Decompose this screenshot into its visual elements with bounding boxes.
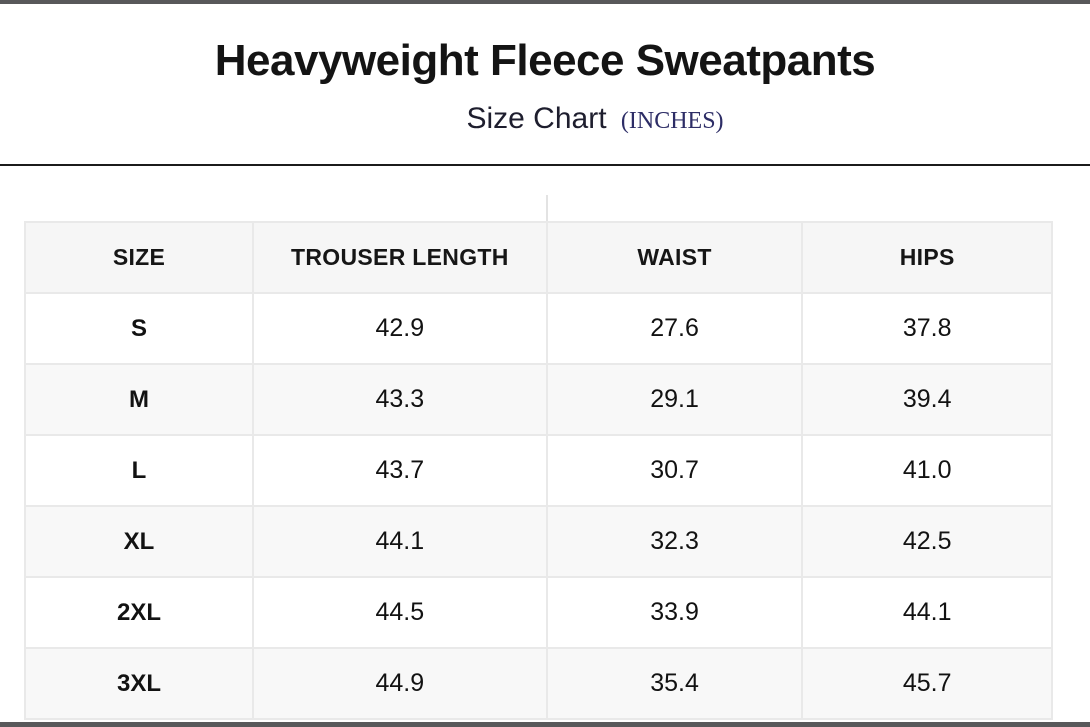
- value-cell: 45.7: [801, 647, 1053, 720]
- column-header-size: SIZE: [24, 221, 254, 294]
- chart-subtitle: Size Chart (INCHES): [50, 102, 1090, 136]
- size-cell: XL: [24, 505, 254, 578]
- column-header-hips: HIPS: [801, 221, 1053, 294]
- value-cell: 37.8: [801, 292, 1053, 365]
- table-row: S 42.9 27.6 37.8: [24, 292, 1053, 365]
- value-cell: 35.4: [545, 647, 804, 720]
- value-cell: 32.3: [545, 505, 804, 578]
- size-cell: M: [24, 363, 254, 436]
- header-divider: [0, 164, 1090, 166]
- value-cell: 44.9: [251, 647, 548, 720]
- size-cell: S: [24, 292, 254, 365]
- value-cell: 44.1: [251, 505, 548, 578]
- table-row: XL 44.1 32.3 42.5: [24, 505, 1053, 578]
- value-cell: 43.3: [251, 363, 548, 436]
- bottom-frame-bar: [0, 722, 1090, 727]
- value-cell: 27.6: [545, 292, 804, 365]
- size-cell: L: [24, 434, 254, 507]
- table-row: 3XL 44.9 35.4 45.7: [24, 647, 1053, 720]
- value-cell: 44.5: [251, 576, 548, 649]
- value-cell: 44.1: [801, 576, 1053, 649]
- size-chart-table: SIZE TROUSER LENGTH WAIST HIPS S 42.9 27…: [24, 221, 1053, 720]
- column-divider-stub: [546, 195, 548, 222]
- column-header-length: TROUSER LENGTH: [251, 221, 548, 294]
- product-title: Heavyweight Fleece Sweatpants: [214, 36, 876, 85]
- table-header-row: SIZE TROUSER LENGTH WAIST HIPS: [24, 221, 1053, 294]
- size-cell: 3XL: [24, 647, 254, 720]
- table-row: L 43.7 30.7 41.0: [24, 434, 1053, 507]
- value-cell: 33.9: [545, 576, 804, 649]
- table-row: 2XL 44.5 33.9 44.1: [24, 576, 1053, 649]
- value-cell: 29.1: [545, 363, 804, 436]
- unit-label: (INCHES): [620, 108, 724, 134]
- value-cell: 39.4: [801, 363, 1053, 436]
- value-cell: 42.9: [251, 292, 548, 365]
- top-frame-bar: [0, 0, 1090, 4]
- value-cell: 43.7: [251, 434, 548, 507]
- column-header-waist: WAIST: [545, 221, 804, 294]
- value-cell: 42.5: [801, 505, 1053, 578]
- subtitle-text: Size Chart: [466, 102, 607, 135]
- value-cell: 41.0: [801, 434, 1053, 507]
- size-cell: 2XL: [24, 576, 254, 649]
- value-cell: 30.7: [545, 434, 804, 507]
- table-row: M 43.3 29.1 39.4: [24, 363, 1053, 436]
